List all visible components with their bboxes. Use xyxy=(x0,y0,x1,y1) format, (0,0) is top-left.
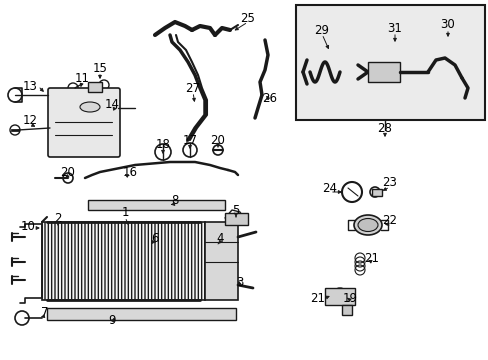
Bar xyxy=(42,222,204,300)
Bar xyxy=(325,288,354,305)
Text: 28: 28 xyxy=(377,122,392,135)
Bar xyxy=(295,5,484,120)
Bar xyxy=(224,213,247,225)
Text: 13: 13 xyxy=(22,80,38,93)
Bar xyxy=(88,82,102,92)
Text: 20: 20 xyxy=(61,166,75,179)
Text: 3: 3 xyxy=(236,275,243,288)
Text: 14: 14 xyxy=(104,99,119,112)
FancyBboxPatch shape xyxy=(48,88,120,157)
Text: 25: 25 xyxy=(240,12,255,24)
Ellipse shape xyxy=(80,102,100,112)
Circle shape xyxy=(155,239,161,245)
Text: 4: 4 xyxy=(216,231,224,244)
Text: 31: 31 xyxy=(387,22,402,35)
Text: 21: 21 xyxy=(310,292,325,305)
Text: 6: 6 xyxy=(151,231,159,244)
Ellipse shape xyxy=(357,219,377,231)
Text: 1: 1 xyxy=(121,207,128,220)
Text: 30: 30 xyxy=(440,18,454,31)
Text: 19: 19 xyxy=(342,292,357,305)
Text: 20: 20 xyxy=(210,134,225,147)
Text: 29: 29 xyxy=(314,23,329,36)
Text: 24: 24 xyxy=(322,181,337,194)
Text: 18: 18 xyxy=(155,139,170,152)
Bar xyxy=(88,200,224,210)
Bar xyxy=(367,62,399,82)
Text: 21: 21 xyxy=(364,252,379,265)
Ellipse shape xyxy=(353,215,381,235)
Bar xyxy=(47,308,236,320)
Bar xyxy=(371,189,381,196)
Text: 23: 23 xyxy=(382,176,397,189)
Text: 2: 2 xyxy=(54,211,61,225)
Text: 16: 16 xyxy=(122,166,137,180)
Text: 7: 7 xyxy=(41,306,49,319)
Text: 8: 8 xyxy=(171,194,178,207)
Text: 11: 11 xyxy=(74,72,89,85)
Text: 12: 12 xyxy=(22,113,38,126)
Text: 17: 17 xyxy=(182,134,197,147)
Text: 22: 22 xyxy=(382,213,397,226)
Bar xyxy=(341,305,351,315)
Text: 10: 10 xyxy=(20,220,35,233)
Bar xyxy=(204,222,238,300)
Text: 9: 9 xyxy=(108,314,116,327)
Text: 26: 26 xyxy=(262,91,277,104)
Text: 15: 15 xyxy=(92,62,107,75)
Text: 27: 27 xyxy=(185,81,200,94)
Text: 5: 5 xyxy=(232,203,239,216)
